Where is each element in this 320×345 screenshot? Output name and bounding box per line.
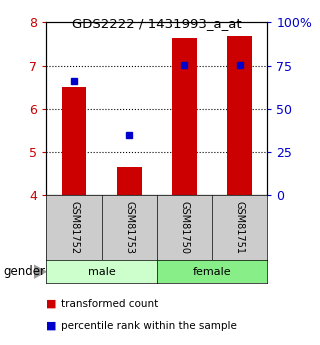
Bar bbox=[172, 38, 197, 195]
Text: GSM81750: GSM81750 bbox=[180, 201, 189, 254]
Bar bbox=[61, 87, 86, 195]
Text: GSM81753: GSM81753 bbox=[124, 201, 134, 254]
Text: GDS2222 / 1431993_a_at: GDS2222 / 1431993_a_at bbox=[72, 17, 242, 30]
Bar bbox=[117, 167, 142, 195]
Text: GSM81751: GSM81751 bbox=[235, 201, 244, 254]
Text: male: male bbox=[88, 267, 116, 277]
Text: female: female bbox=[193, 267, 231, 277]
Text: transformed count: transformed count bbox=[61, 299, 158, 308]
Bar bbox=[227, 36, 252, 195]
Polygon shape bbox=[34, 265, 46, 278]
Text: ■: ■ bbox=[46, 299, 57, 308]
Text: percentile rank within the sample: percentile rank within the sample bbox=[61, 321, 237, 331]
Text: ■: ■ bbox=[46, 321, 57, 331]
Text: GSM81752: GSM81752 bbox=[69, 201, 79, 254]
Text: gender: gender bbox=[3, 265, 45, 278]
